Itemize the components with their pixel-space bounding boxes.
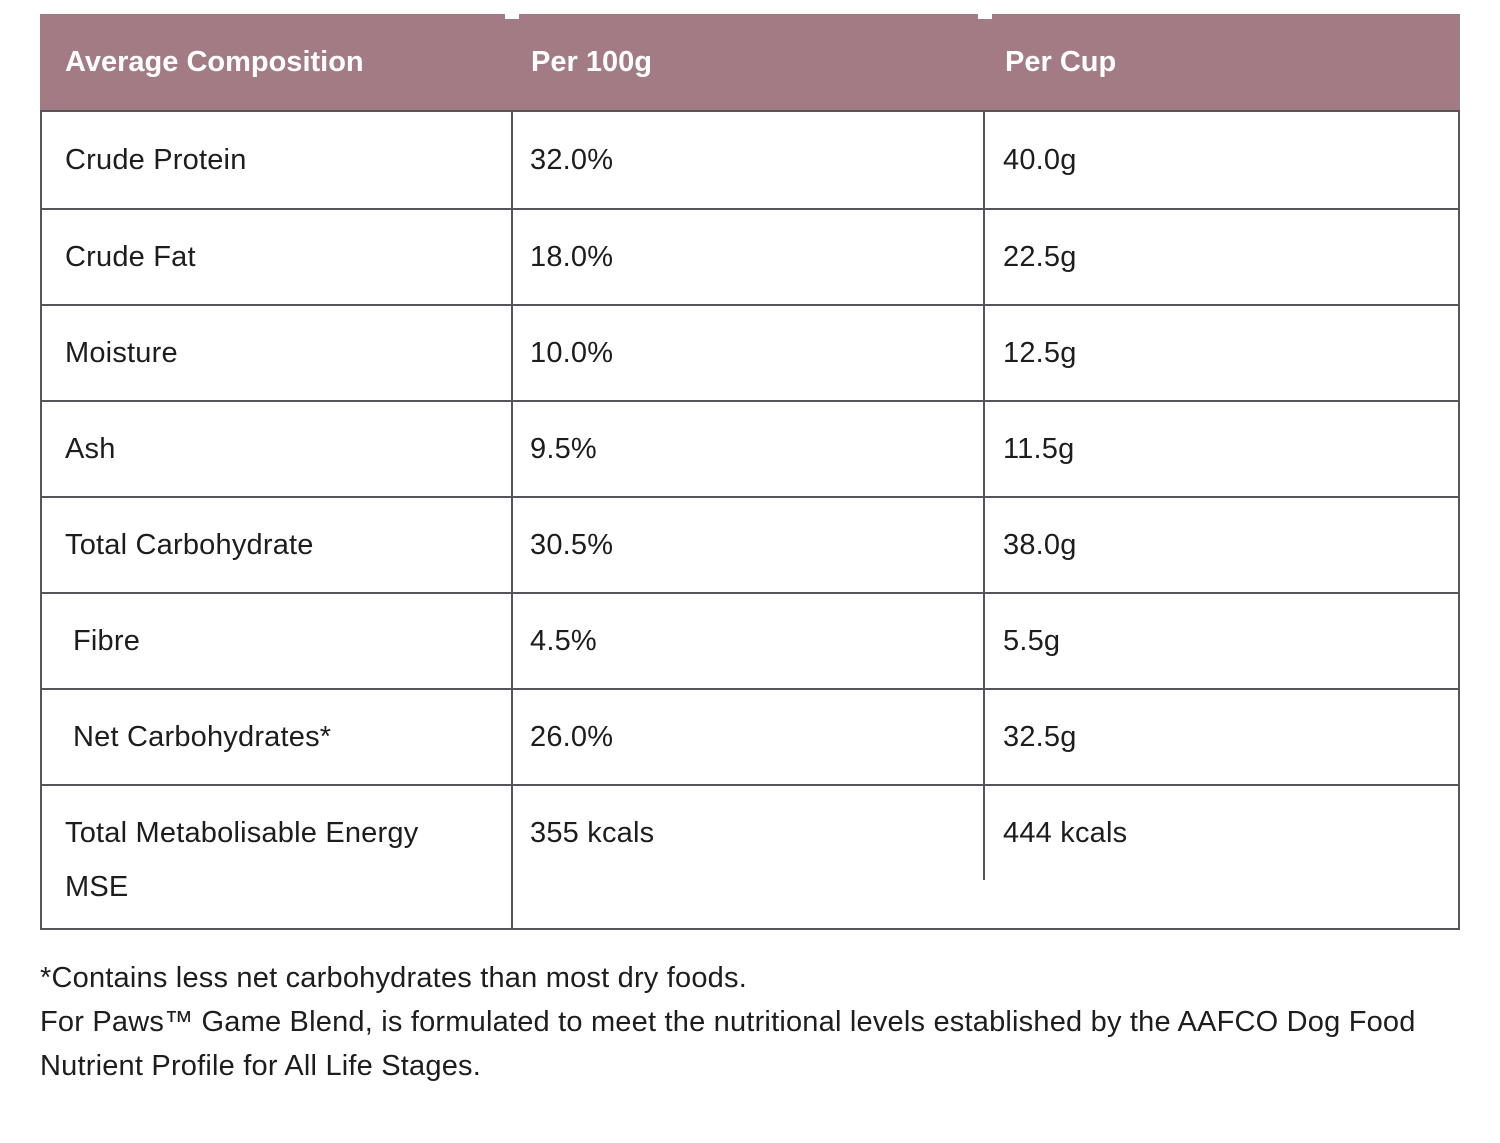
table-row-crude-protein: Crude Protein 32.0% 40.0g	[42, 112, 1458, 208]
per-100g-value: 4.5%	[513, 594, 985, 688]
row-label: Crude Fat	[42, 210, 513, 304]
table-row-fibre: Fibre 4.5% 5.5g	[42, 592, 1458, 688]
per-100g-value: 30.5%	[513, 498, 985, 592]
row-label-line1: Total Metabolisable Energy	[65, 817, 419, 849]
row-label-line2: MSE	[65, 871, 129, 903]
row-label: Crude Protein	[42, 112, 513, 208]
row-label: Total Metabolisable Energy MSE	[42, 786, 513, 928]
per-100g-value: 32.0%	[513, 112, 985, 208]
table-body: Crude Protein 32.0% 40.0g Crude Fat 18.0…	[40, 110, 1460, 930]
column-header-per-100g: Per 100g	[531, 45, 652, 78]
per-100g-value: 10.0%	[513, 306, 985, 400]
per-100g-value: 18.0%	[513, 210, 985, 304]
table-row-net-carbohydrates: Net Carbohydrates* 26.0% 32.5g	[42, 688, 1458, 784]
per-cup-value: 444 kcals	[1003, 817, 1128, 849]
footnote-net-carbs: *Contains less net carbohydrates than mo…	[40, 962, 747, 994]
table-row-crude-fat: Crude Fat 18.0% 22.5g	[42, 208, 1458, 304]
table-row-total-carbohydrate: Total Carbohydrate 30.5% 38.0g	[42, 496, 1458, 592]
per-cup-value: 11.5g	[1003, 432, 1075, 465]
per-cup-value: 40.0g	[1003, 143, 1077, 176]
footnote-aafco: For Paws™ Game Blend, is formulated to m…	[40, 1006, 1416, 1082]
column-header-per-cup: Per Cup	[1005, 45, 1117, 78]
header-top-seam-right	[978, 14, 992, 19]
per-100g-value: 9.5%	[513, 402, 985, 496]
header-top-seam-left	[505, 14, 519, 19]
row-label: Ash	[42, 402, 513, 496]
average-composition-table: Average Composition Per 100g Per Cup Cru…	[40, 14, 1460, 930]
per-100g-value: 26.0%	[513, 690, 985, 784]
table-row-total-metabolisable-energy: Total Metabolisable Energy MSE 355 kcals…	[42, 784, 1458, 928]
table-row-moisture: Moisture 10.0% 12.5g	[42, 304, 1458, 400]
row-label: Total Carbohydrate	[42, 498, 513, 592]
row-label: Net Carbohydrates*	[42, 690, 513, 784]
per-cup-value: 38.0g	[1003, 528, 1077, 561]
table-row-ash: Ash 9.5% 11.5g	[42, 400, 1458, 496]
footnotes: *Contains less net carbohydrates than mo…	[40, 956, 1462, 1088]
per-cup-value: 22.5g	[1003, 240, 1077, 273]
column-header-average-composition: Average Composition	[65, 45, 364, 78]
per-100g-value: 355 kcals	[513, 786, 985, 928]
table-header-row: Average Composition Per 100g Per Cup	[40, 14, 1460, 110]
per-cup-value: 32.5g	[1003, 720, 1077, 753]
row-label: Moisture	[42, 306, 513, 400]
row-label: Fibre	[42, 594, 513, 688]
per-cup-value: 5.5g	[1003, 624, 1061, 657]
per-cup-value: 12.5g	[1003, 336, 1077, 369]
